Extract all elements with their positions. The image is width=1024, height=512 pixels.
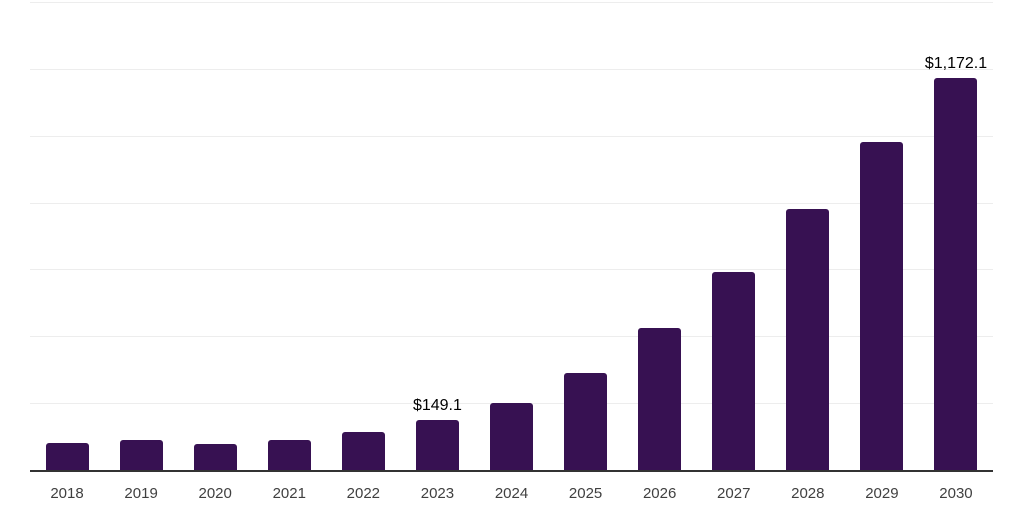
bar-2024[interactable] bbox=[490, 402, 533, 470]
bar-2025[interactable] bbox=[564, 373, 608, 470]
bar-group-2019: 2019 bbox=[104, 0, 178, 501]
bar-group-2027: 2027 bbox=[697, 0, 771, 501]
bar-2021[interactable] bbox=[267, 439, 311, 470]
plot-area: 2018 2019 2020 2021 2022 $149.1 2023 2024 2025 20… bbox=[30, 0, 993, 501]
bar-2018[interactable] bbox=[45, 443, 89, 470]
x-tick-label-2022: 2022 bbox=[346, 485, 381, 502]
bar-group-2025: 2025 bbox=[549, 0, 623, 501]
x-tick-label-2018: 2018 bbox=[50, 485, 84, 502]
x-tick-label-2029: 2029 bbox=[865, 485, 899, 502]
bar-group-2021: 2021 bbox=[252, 0, 326, 501]
bar-2027[interactable] bbox=[712, 272, 756, 470]
bar-group-2020: 2020 bbox=[178, 0, 252, 501]
x-tick-label-2025: 2025 bbox=[568, 485, 603, 502]
gridline bbox=[30, 336, 993, 338]
gridline bbox=[30, 68, 993, 70]
bar-chart: 2018 2019 2020 2021 2022 $149.1 2023 2024 2025 20… bbox=[30, 0, 993, 501]
x-tick-label-2024: 2024 bbox=[494, 485, 529, 502]
bar-group-2026: 2026 bbox=[623, 0, 697, 501]
gridline bbox=[30, 135, 993, 137]
x-tick-label-2020: 2020 bbox=[198, 485, 232, 502]
x-tick-label-2027: 2027 bbox=[717, 485, 751, 502]
bar-2030[interactable] bbox=[934, 78, 978, 470]
gridline bbox=[30, 2, 993, 3]
bar-group-2018: 2018 bbox=[30, 0, 104, 501]
x-tick-label-2030: 2030 bbox=[939, 485, 973, 502]
bar-group-2024: 2024 bbox=[474, 0, 548, 501]
bar-value-label-2023: $149.1 bbox=[412, 397, 462, 415]
bar-2020[interactable] bbox=[193, 444, 237, 470]
x-tick-label-2019: 2019 bbox=[124, 485, 158, 502]
bar-2022[interactable] bbox=[341, 431, 385, 470]
bar-2023[interactable] bbox=[415, 420, 459, 470]
x-tick-label-2021: 2021 bbox=[272, 485, 306, 502]
bar-2019[interactable] bbox=[119, 439, 163, 470]
bar-group-2030: $1,172.1 2030 bbox=[919, 0, 993, 501]
x-tick-label-2028: 2028 bbox=[791, 485, 825, 502]
bar-group-2023: $149.1 2023 bbox=[400, 0, 474, 501]
bar-2026[interactable] bbox=[638, 327, 682, 470]
x-tick-label-2026: 2026 bbox=[642, 485, 677, 502]
bar-2029[interactable] bbox=[860, 142, 904, 470]
x-axis-line bbox=[30, 470, 993, 472]
bar-group-2022: 2022 bbox=[326, 0, 400, 501]
bar-group-2029: 2029 bbox=[845, 0, 919, 501]
bar-2028[interactable] bbox=[786, 208, 830, 470]
gridline bbox=[30, 202, 993, 204]
bar-group-2028: 2028 bbox=[771, 0, 845, 501]
bar-value-label-2030: $1,172.1 bbox=[924, 55, 988, 73]
x-tick-label-2023: 2023 bbox=[420, 485, 455, 502]
gridline bbox=[30, 269, 993, 271]
